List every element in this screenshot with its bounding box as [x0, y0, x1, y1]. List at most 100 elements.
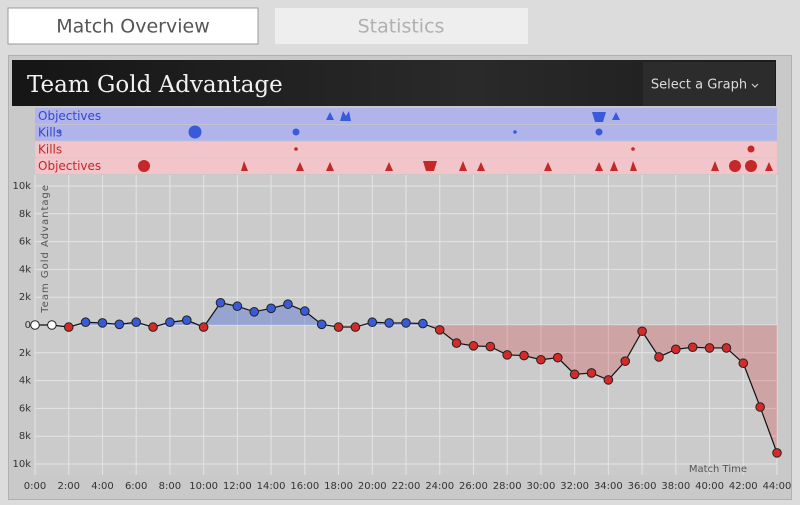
- tab[interactable]: [275, 8, 528, 44]
- point: [316, 319, 327, 330]
- point: [721, 343, 732, 353]
- point: [485, 341, 496, 352]
- area-positive: [35, 302, 777, 325]
- point: [755, 402, 765, 412]
- event-row: [35, 124, 777, 141]
- point: [418, 318, 428, 329]
- y-tick-label: 10k: [12, 181, 31, 192]
- point: [637, 326, 647, 337]
- blue-icons: [58, 111, 620, 139]
- kill: [292, 128, 300, 136]
- point: [367, 317, 378, 328]
- point: [772, 448, 782, 458]
- event-row: [35, 141, 777, 158]
- point: [249, 306, 260, 317]
- icon: [711, 161, 719, 171]
- point: [97, 318, 108, 328]
- y-tick-label: 10k: [12, 459, 31, 470]
- icon: [610, 161, 618, 171]
- x-tick-label: 22:00: [392, 481, 421, 492]
- icon: [340, 111, 351, 121]
- icon: [241, 161, 248, 171]
- select-label[interactable]: Select a Graph: [651, 78, 747, 93]
- event-row-label: Kills: [38, 126, 62, 140]
- y-tick-label: 2k: [19, 292, 31, 303]
- y-tick-label: 4k: [19, 264, 31, 275]
- y-tick-label: 8k: [19, 209, 31, 220]
- x-tick-label: 28:00: [493, 481, 522, 492]
- point: [687, 342, 698, 353]
- tab-label[interactable]: Match Overview: [56, 16, 209, 38]
- point: [198, 322, 209, 332]
- icon: [326, 112, 334, 120]
- point: [738, 358, 749, 369]
- x-tick-label: 18:00: [324, 481, 353, 492]
- point: [451, 338, 462, 348]
- icon: [477, 162, 485, 171]
- y-tick-label: 8k: [19, 431, 31, 442]
- point: [333, 322, 344, 332]
- icon: [765, 162, 773, 171]
- icon: [612, 112, 620, 120]
- x-tick-label: 0:00: [24, 481, 46, 492]
- x-tick-label: 34:00: [594, 481, 623, 492]
- x-tick-label: 36:00: [628, 481, 657, 492]
- point: [384, 318, 394, 328]
- kill: [747, 145, 755, 153]
- point: [586, 368, 597, 378]
- point: [519, 350, 529, 361]
- icon: [630, 161, 637, 171]
- point: [671, 344, 681, 355]
- plot: 0:00 2:00 4:00 6:00 8:00 10:00 12:00 14:00 16:00…: [12, 175, 791, 492]
- chart-title: Team Gold Advantage: [27, 72, 283, 98]
- x-tick-label: 40:00: [695, 481, 724, 492]
- point: [63, 322, 74, 332]
- icon: [729, 160, 741, 172]
- x-tick-label: 4:00: [91, 481, 113, 492]
- x-tick-label: 10:00: [189, 481, 218, 492]
- event-row-label: Kills: [38, 142, 62, 156]
- point: [401, 318, 411, 328]
- point: [620, 356, 631, 366]
- tab-active[interactable]: [7, 7, 259, 45]
- red-icons: [138, 145, 773, 172]
- point: [148, 322, 158, 332]
- kill: [595, 128, 603, 136]
- event-row-label: Objectives: [38, 159, 101, 173]
- icon: [592, 112, 606, 122]
- icon: [385, 162, 393, 171]
- y-tick-label: 0: [25, 320, 31, 331]
- area-negative: [35, 325, 777, 453]
- x-tick-label: 2:00: [57, 481, 79, 492]
- icon: [296, 162, 304, 171]
- x-tick-label: 38:00: [661, 481, 690, 492]
- icon: [595, 162, 603, 171]
- x-tick-label: 14:00: [257, 481, 286, 492]
- kill: [513, 130, 517, 134]
- kill: [294, 147, 298, 151]
- point: [569, 369, 580, 380]
- point: [502, 350, 512, 360]
- x-tick-label: 30:00: [526, 481, 555, 492]
- select-button[interactable]: [643, 62, 775, 106]
- event-row: [35, 158, 777, 175]
- point: [468, 341, 479, 351]
- point: [165, 317, 175, 328]
- event-row-label: Objectives: [38, 109, 101, 123]
- icon: [138, 160, 150, 172]
- point: [114, 319, 125, 330]
- icon: [423, 161, 437, 171]
- point: [215, 297, 226, 308]
- point: [266, 303, 276, 314]
- x-tick-label: 20:00: [358, 481, 387, 492]
- y-tick-label: 6k: [19, 403, 31, 414]
- tab-label[interactable]: Statistics: [358, 16, 445, 38]
- x-tick-label: 44:00: [763, 481, 792, 492]
- y-tick-label: 6k: [19, 237, 31, 248]
- x-tick-label: 42:00: [729, 481, 758, 492]
- y-axis-label: Team Gold Advantage: [40, 184, 51, 314]
- x-axis-label: Match Time: [689, 464, 747, 475]
- chevron[interactable]: [751, 83, 759, 88]
- point: [300, 306, 310, 316]
